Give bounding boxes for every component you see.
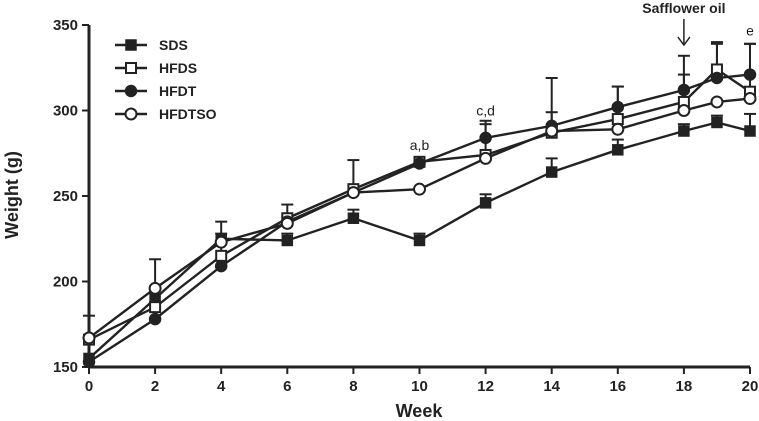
legend-marker-hfdt [124, 84, 138, 98]
data-point-hfdtso [413, 182, 426, 196]
series-markers [82, 63, 757, 369]
legend-label-hfds: HFDS [159, 60, 197, 76]
data-point-sds [612, 144, 624, 156]
data-point-sds [678, 125, 690, 137]
legend-marker-hfds [125, 62, 137, 74]
legend-marker-hfdtso [124, 107, 138, 121]
annotations: a,b c,d e Safflower oil [410, 0, 754, 153]
data-point-sds [281, 234, 294, 247]
data-point-hfdt [479, 131, 492, 145]
x-tick-label: 14 [543, 378, 560, 395]
data-point-hfdtso [82, 331, 96, 345]
data-point-sds [479, 197, 492, 209]
data-point-hfds [611, 113, 624, 126]
x-tick-label: 10 [411, 378, 428, 395]
x-tick-label: 20 [742, 378, 759, 395]
x-tick-label: 6 [283, 378, 291, 395]
data-point-hfdtso [677, 104, 691, 117]
data-point-hfdt [743, 68, 757, 81]
x-tick-label: 16 [609, 378, 626, 395]
axes: 0 2 4 6 8 10 12 14 16 18 20 150 200 250 300 350 [53, 17, 758, 395]
x-tick-label: 0 [85, 378, 93, 395]
legend-label-hfdtso: HFDTSO [159, 106, 217, 122]
y-tick-label: 150 [53, 359, 78, 376]
legend-label-sds: SDS [159, 37, 188, 53]
significance-label: a,b [410, 137, 430, 153]
data-point-hfdtso [346, 186, 360, 200]
data-point-hfdt [611, 100, 625, 114]
x-tick-label: 4 [217, 378, 226, 395]
legend: SDS HFDS HFDT HFDTSO [115, 37, 217, 122]
data-point-hfdtso [611, 122, 625, 136]
x-tick-label: 8 [349, 378, 357, 395]
data-point-hfdtso [545, 124, 559, 138]
legend-marker-sds [125, 39, 137, 51]
y-tick-label: 200 [53, 274, 78, 291]
data-point-hfdt [710, 71, 724, 85]
data-point-hfdt [413, 157, 426, 170]
data-point-sds [413, 234, 426, 247]
data-point-hfds [215, 249, 228, 262]
data-point-hfdtso [710, 95, 724, 109]
x-tick-label: 12 [477, 378, 494, 395]
y-tick-label: 300 [53, 103, 78, 120]
significance-label: c,d [476, 103, 495, 119]
down-arrow-head [677, 36, 691, 47]
data-point-hfdtso [214, 235, 228, 249]
data-point-hfdt [82, 355, 96, 369]
safflower-oil-label: Safflower oil [642, 0, 725, 16]
data-point-hfdtso [479, 151, 493, 165]
data-point-hfdtso [280, 216, 294, 230]
data-point-hfdt [677, 83, 691, 97]
y-tick-label: 250 [53, 188, 78, 205]
series-line-hfdtso [88, 97, 751, 339]
legend-label-hfdt: HFDT [159, 83, 197, 99]
y-tick-label: 350 [53, 17, 78, 34]
significance-label: e [746, 22, 754, 38]
data-point-hfdt [214, 259, 228, 273]
data-point-sds [711, 116, 723, 129]
data-point-hfds [149, 301, 162, 314]
x-tick-label: 2 [151, 378, 159, 395]
data-point-hfdt [148, 312, 162, 326]
data-point-sds [545, 166, 558, 178]
y-axis-title: Weight (g) [2, 151, 22, 239]
x-tick-label: 18 [676, 378, 693, 395]
data-point-sds [744, 125, 756, 137]
data-point-sds [347, 212, 360, 224]
x-axis-title: Week [396, 401, 444, 421]
data-point-hfdtso [148, 281, 162, 295]
data-point-hfdtso [743, 92, 757, 106]
